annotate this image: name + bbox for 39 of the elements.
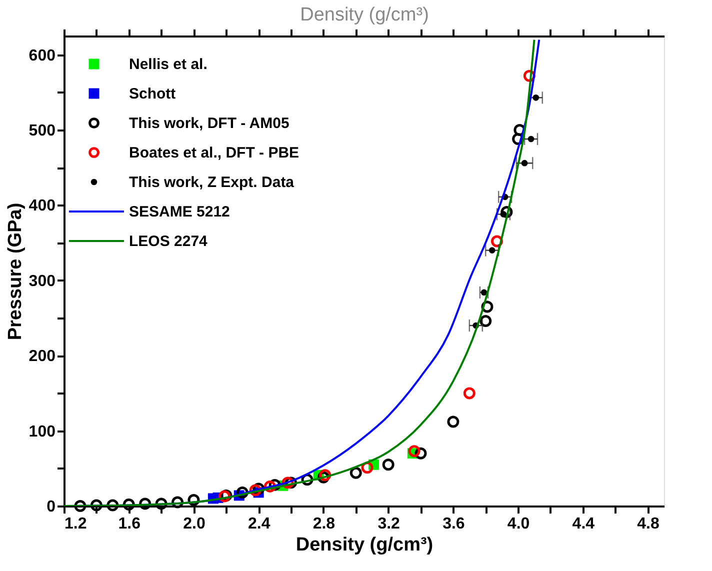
x-tick-label: 4.0 [507,516,530,532]
y-axis-title: Pressure (GPa) [4,202,26,340]
point [528,136,534,142]
y-tick-label: 200 [28,348,56,366]
x-tick-label: 4.4 [572,516,595,532]
point [521,160,528,166]
x-tick-label: 4.8 [637,516,660,532]
x-tick-label: 1.2 [64,516,87,532]
x-tick-label: 2.8 [312,516,336,532]
legend-label: SESAME 5212 [129,204,230,220]
y-tick-label: 500 [28,122,56,140]
point [350,466,362,479]
x-axis-title: Density (g/cm³) [296,534,434,556]
y-tick-label: 600 [28,47,56,64]
x-tick-label: 3.6 [442,516,465,532]
x-tick-label: 1.6 [118,516,141,532]
legend-label: Schott [129,86,176,102]
point [532,94,540,101]
legend-label: Nellis et al. [129,56,208,73]
legend-label: LEOS 2274 [129,233,208,250]
legend-label: This work, Z Expt. Data [129,174,295,191]
legend-label: Boates et al., DFT - PBE [129,144,300,162]
y-tick-label: 0 [46,498,56,516]
point [447,416,460,428]
point [408,445,420,458]
x-tick-label: 2.0 [183,516,206,532]
x2-axis-title: Density (g/cm³) [300,4,429,26]
point [480,289,488,296]
point [488,247,496,254]
point [480,315,492,327]
y-tick-label: 300 [28,272,56,290]
point [382,458,394,471]
y-tick-label: 400 [28,198,56,215]
legend-label: This work, DFT - AM05 [129,115,290,132]
x-tick-label: 2.4 [248,516,270,532]
point [74,500,86,512]
y-tick-label: 100 [28,423,56,440]
x-tick-label: 3.2 [378,516,400,532]
point [463,387,476,400]
